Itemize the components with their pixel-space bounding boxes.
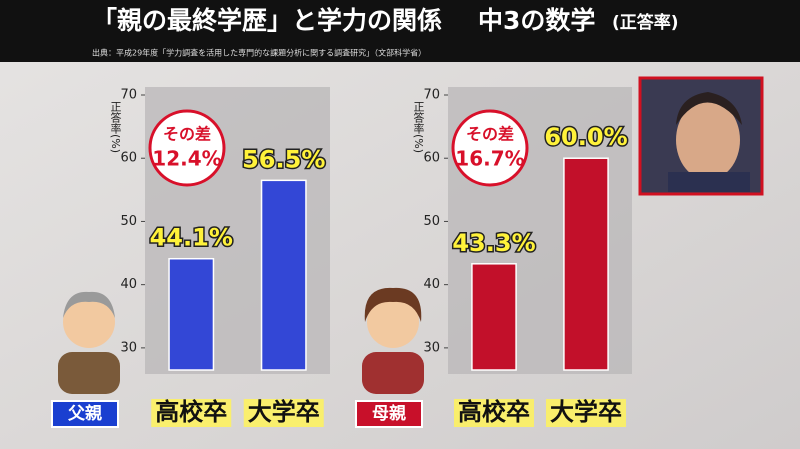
difference-badge bbox=[148, 109, 226, 187]
x-tick-label: 高校卒 bbox=[155, 398, 227, 426]
x-tick-label: 大学卒 bbox=[248, 398, 320, 426]
difference-label: その差 bbox=[163, 125, 211, 144]
difference-value: 16.7% bbox=[455, 147, 524, 171]
presenter-hair bbox=[676, 92, 742, 125]
bar bbox=[260, 179, 307, 371]
subtitle: 中3の数学 bbox=[478, 6, 595, 35]
y-tick-label: 40 bbox=[120, 277, 137, 292]
title: 「親の最終学歴」と学力の関係 bbox=[92, 6, 442, 35]
y-tick-label: 50 bbox=[120, 214, 137, 229]
difference-badge bbox=[451, 109, 529, 187]
bar bbox=[563, 157, 609, 371]
presenter-suit bbox=[668, 172, 750, 192]
x-tick-label: 大学卒 bbox=[550, 398, 622, 426]
mother-illustration bbox=[362, 287, 424, 394]
group-label-box bbox=[355, 400, 423, 428]
y-axis-title: 正答率(%) bbox=[412, 101, 425, 153]
value-label: 60.0% bbox=[544, 123, 627, 151]
category-highlight bbox=[454, 399, 534, 427]
x-tick-label: 高校卒 bbox=[458, 398, 530, 426]
y-tick-label: 60 bbox=[120, 151, 137, 166]
value-label: 44.1% bbox=[150, 224, 233, 252]
presenter-face bbox=[676, 100, 740, 180]
y-axis-title: 正答率(%) bbox=[109, 101, 122, 153]
category-highlight bbox=[243, 399, 324, 427]
note: (正答率) bbox=[612, 12, 679, 33]
value-label: 56.5% bbox=[242, 145, 325, 173]
title-bar bbox=[0, 0, 800, 62]
y-tick-label: 70 bbox=[120, 88, 137, 103]
difference-label: その差 bbox=[466, 125, 514, 144]
bar bbox=[168, 257, 215, 371]
group-label: 父親 bbox=[67, 403, 102, 424]
group-label: 母親 bbox=[372, 403, 406, 424]
father-illustration bbox=[58, 291, 120, 394]
group-label-box bbox=[51, 400, 119, 428]
bar bbox=[471, 263, 517, 371]
difference-value: 12.4% bbox=[152, 147, 221, 171]
y-tick-label: 40 bbox=[423, 277, 440, 292]
value-label: 43.3% bbox=[452, 229, 535, 257]
y-tick-label: 50 bbox=[423, 214, 440, 229]
y-tick-label: 30 bbox=[423, 340, 440, 355]
category-highlight bbox=[546, 399, 626, 427]
source: 出典：平成29年度「学力調査を活用した専門的な課題分析に関する調査研究」（文部科… bbox=[92, 48, 426, 58]
y-tick-label: 70 bbox=[423, 88, 440, 103]
y-tick-label: 60 bbox=[423, 151, 440, 166]
category-highlight bbox=[151, 399, 232, 427]
y-tick-label: 30 bbox=[120, 340, 137, 355]
